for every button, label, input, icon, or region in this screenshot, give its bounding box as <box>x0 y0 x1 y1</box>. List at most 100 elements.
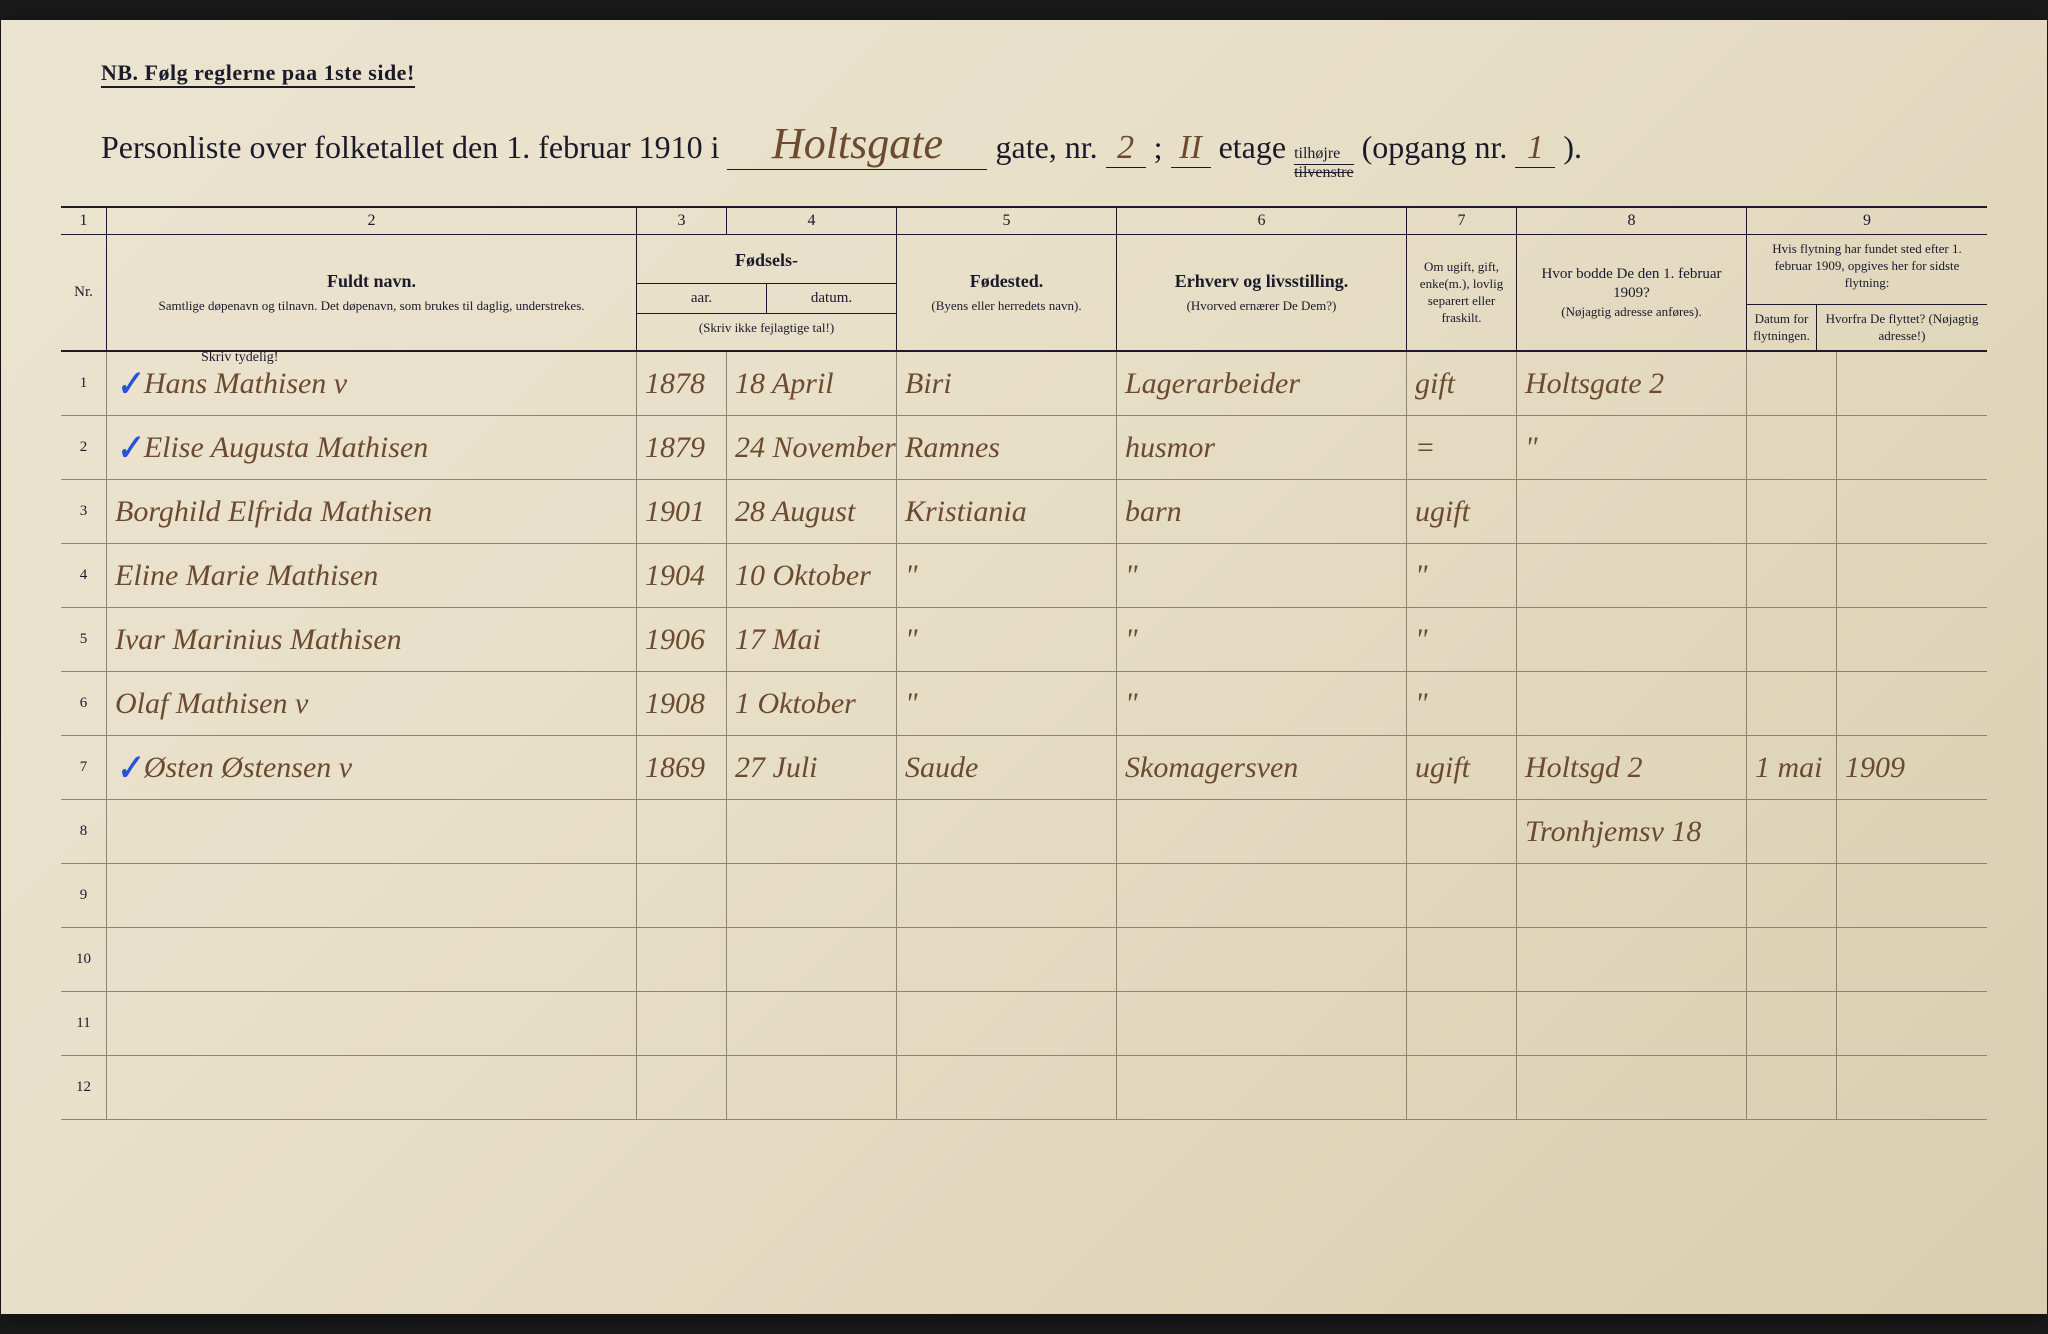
row-moved-date <box>1747 608 1837 671</box>
hdr-fodsels-main: Fødsels- <box>637 242 896 271</box>
row-moved-from <box>1837 672 1987 735</box>
row-moved-from <box>1837 1056 1987 1119</box>
row-birthplace: Saude <box>897 736 1117 799</box>
row-occupation <box>1117 928 1407 991</box>
row-occupation <box>1117 1056 1407 1119</box>
gate-label: gate, nr. <box>995 129 1097 166</box>
row-year: 1879 <box>637 416 727 479</box>
row-year: 1908 <box>637 672 727 735</box>
table-row: 8Tronhjemsv 18 <box>61 800 1987 864</box>
row-moved-date <box>1747 800 1837 863</box>
table-row: 4Eline Marie Mathisen190410 Oktober""" <box>61 544 1987 608</box>
row-birthplace: Biri <box>897 352 1117 415</box>
row-addr <box>1517 1056 1747 1119</box>
table-row: 5Ivar Marinius Mathisen190617 Mai""" <box>61 608 1987 672</box>
row-occupation <box>1117 992 1407 1055</box>
row-moved-from <box>1837 992 1987 1055</box>
table-row: 6Olaf Mathisen v19081 Oktober""" <box>61 672 1987 736</box>
row-year <box>637 928 727 991</box>
row-name: ✓Hans Mathisen v <box>107 352 637 415</box>
row-moved-from: 1909 <box>1837 736 1987 799</box>
hdr-occupation-sub: (Hvorved ernærer De Dem?) <box>1123 298 1400 315</box>
row-birthplace: " <box>897 608 1117 671</box>
colnum-5: 5 <box>897 208 1117 234</box>
row-name: Olaf Mathisen v <box>107 672 637 735</box>
hdr-nr: Nr. <box>61 235 107 350</box>
row-occupation: " <box>1117 672 1407 735</box>
row-status: ugift <box>1407 480 1517 543</box>
row-date <box>727 928 897 991</box>
hdr-status: Om ugift, gift, enke(m.), lovlig separer… <box>1407 235 1517 350</box>
row-year <box>637 800 727 863</box>
nb-instruction: NB. Følg reglerne paa 1ste side! <box>101 60 415 88</box>
row-occupation <box>1117 864 1407 927</box>
row-moved-date: 1 mai <box>1747 736 1837 799</box>
opgang-label: (opgang nr. <box>1362 129 1508 166</box>
row-addr <box>1517 608 1747 671</box>
row-year <box>637 864 727 927</box>
row-addr <box>1517 480 1747 543</box>
hdr-datum: datum. <box>767 284 896 313</box>
hdr-col9: Hvis flytning har fundet sted efter 1. f… <box>1747 235 1987 350</box>
row-birthplace: " <box>897 672 1117 735</box>
row-addr <box>1517 992 1747 1055</box>
row-status: ugift <box>1407 736 1517 799</box>
row-moved-date <box>1747 416 1837 479</box>
row-nr: 4 <box>61 544 107 607</box>
row-nr: 9 <box>61 864 107 927</box>
row-date: 10 Oktober <box>727 544 897 607</box>
row-birthplace <box>897 800 1117 863</box>
row-moved-from <box>1837 416 1987 479</box>
row-moved-date <box>1747 1056 1837 1119</box>
row-addr: " <box>1517 416 1747 479</box>
column-numbers: 1 2 3 4 5 6 7 8 9 <box>61 206 1987 235</box>
hdr-name-sub: Samtlige døpenavn og tilnavn. Det døpena… <box>113 298 630 315</box>
row-moved-from <box>1837 480 1987 543</box>
row-name <box>107 1056 637 1119</box>
hdr-birthplace-sub: (Byens eller herredets navn). <box>903 298 1110 315</box>
row-date <box>727 864 897 927</box>
row-name: Ivar Marinius Mathisen <box>107 608 637 671</box>
row-name: ✓Østen Østensen v <box>107 736 637 799</box>
row-addr <box>1517 672 1747 735</box>
row-occupation: Lagerarbeider <box>1117 352 1407 415</box>
row-date <box>727 1056 897 1119</box>
row-date <box>727 992 897 1055</box>
row-birthplace: Ramnes <box>897 416 1117 479</box>
row-year: 1878 <box>637 352 727 415</box>
hdr-name: Fuldt navn. Samtlige døpenavn og tilnavn… <box>107 235 637 350</box>
hdr-addr: Hvor bodde De den 1. februar 1909? (Nøja… <box>1517 235 1747 350</box>
row-moved-date <box>1747 544 1837 607</box>
row-nr: 10 <box>61 928 107 991</box>
row-status <box>1407 992 1517 1055</box>
row-moved-from <box>1837 544 1987 607</box>
row-moved-from <box>1837 864 1987 927</box>
row-nr: 7 <box>61 736 107 799</box>
hdr-occupation-main: Erhverv og livsstilling. <box>1123 271 1400 292</box>
title-line: Personliste over folketallet den 1. febr… <box>101 118 1987 181</box>
row-moved-date <box>1747 992 1837 1055</box>
census-document: NB. Følg reglerne paa 1ste side! Personl… <box>1 20 2047 1314</box>
etage-label: etage <box>1219 129 1287 166</box>
row-moved-from <box>1837 800 1987 863</box>
colnum-4: 4 <box>727 208 897 234</box>
row-addr <box>1517 544 1747 607</box>
hdr-fodsels: Fødsels- aar. datum. (Skriv ikke fejlagt… <box>637 235 897 350</box>
row-moved-date <box>1747 672 1837 735</box>
colnum-7: 7 <box>1407 208 1517 234</box>
colnum-9: 9 <box>1747 208 1987 234</box>
row-status <box>1407 864 1517 927</box>
hdr-occupation: Erhverv og livsstilling. (Hvorved ernære… <box>1117 235 1407 350</box>
row-nr: 11 <box>61 992 107 1055</box>
row-status <box>1407 928 1517 991</box>
row-status: " <box>1407 544 1517 607</box>
row-name <box>107 992 637 1055</box>
row-status <box>1407 800 1517 863</box>
row-year: 1901 <box>637 480 727 543</box>
row-occupation: " <box>1117 544 1407 607</box>
row-birthplace: Kristiania <box>897 480 1117 543</box>
row-year <box>637 1056 727 1119</box>
row-status: = <box>1407 416 1517 479</box>
row-nr: 1 <box>61 352 107 415</box>
row-nr: 5 <box>61 608 107 671</box>
